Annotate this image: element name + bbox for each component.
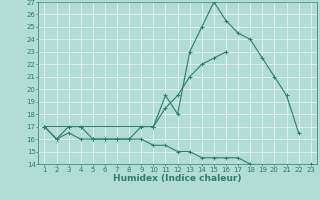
X-axis label: Humidex (Indice chaleur): Humidex (Indice chaleur) xyxy=(113,174,242,183)
